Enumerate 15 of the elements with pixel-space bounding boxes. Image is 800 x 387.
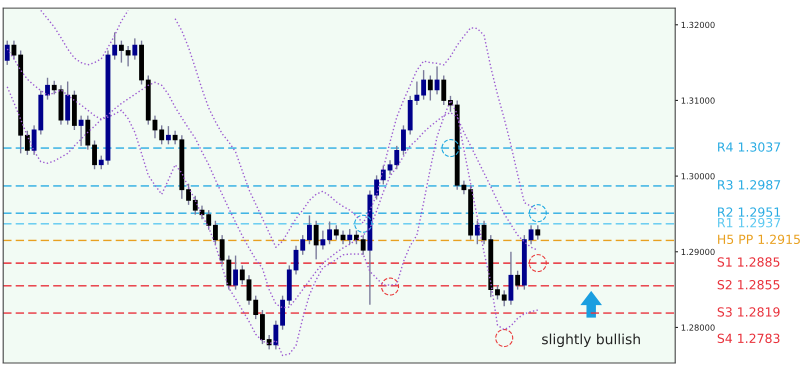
y-tick-label: 1.31000	[682, 97, 715, 104]
y-tick-label: 1.30000	[682, 173, 715, 180]
y-tick-label: 1.29000	[682, 248, 715, 256]
ref-line-label: R1 1.2937	[718, 218, 780, 228]
ref-line-label: S2 1.2855	[718, 280, 780, 290]
y-tick-label: 1.28000	[682, 324, 715, 331]
text: S4 1.2783	[718, 334, 780, 344]
ref-line-label: S3 1.2819	[718, 307, 780, 317]
ref-line-label: S1 1.2885	[718, 257, 780, 267]
ref-line-label: R3 1.2987	[718, 180, 780, 190]
y-tick-label: 1.32000	[682, 22, 715, 28]
ref-line-label: H5 PP 1.2915	[718, 234, 800, 244]
text: slightly bullish	[542, 334, 640, 348]
ref-line-label: R4 1.3037	[718, 142, 780, 152]
ref-line-label: R2 1.2951	[718, 207, 780, 217]
